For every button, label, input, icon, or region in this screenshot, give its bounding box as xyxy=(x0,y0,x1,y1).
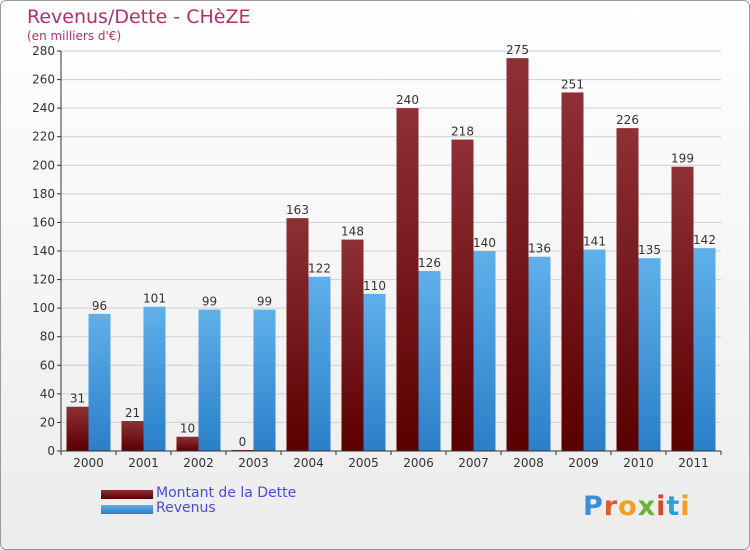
x-tick-label: 2006 xyxy=(403,456,434,470)
data-label-revenue: 101 xyxy=(143,292,166,306)
data-label-debt: 240 xyxy=(396,93,419,107)
y-tick-label: 280 xyxy=(32,44,55,58)
data-label-revenue: 141 xyxy=(583,235,606,249)
data-label-revenue: 135 xyxy=(638,243,661,257)
y-tick-label: 120 xyxy=(32,273,55,287)
bar-revenue xyxy=(528,256,551,451)
bar-revenue xyxy=(473,251,496,451)
data-label-revenue: 142 xyxy=(693,233,716,247)
bar-debt xyxy=(506,58,529,452)
x-tick-label: 2011 xyxy=(678,456,709,470)
data-label-revenue: 110 xyxy=(363,279,386,293)
logo-letter: o xyxy=(618,491,638,522)
y-tick-label: 80 xyxy=(40,330,55,344)
bar-debt xyxy=(616,128,639,451)
data-label-revenue: 99 xyxy=(202,295,217,309)
y-tick-label: 260 xyxy=(32,73,55,87)
x-tick-label: 2008 xyxy=(513,456,544,470)
logo-letter: P xyxy=(583,491,604,522)
data-label-revenue: 99 xyxy=(257,295,272,309)
legend-swatch-debt xyxy=(101,490,153,499)
bar-debt xyxy=(341,239,364,451)
data-label-debt: 251 xyxy=(561,77,584,91)
bar-revenue xyxy=(88,313,111,451)
legend-swatch-revenue xyxy=(101,505,153,514)
x-tick-label: 2004 xyxy=(293,456,324,470)
data-label-revenue: 140 xyxy=(473,236,496,250)
y-tick-label: 40 xyxy=(40,387,55,401)
data-label-debt: 31 xyxy=(70,392,85,406)
y-tick-label: 140 xyxy=(32,244,55,258)
y-tick-label: 200 xyxy=(32,158,55,172)
bar-debt xyxy=(66,406,89,451)
data-label-debt: 10 xyxy=(180,422,195,436)
x-tick-label: 2010 xyxy=(623,456,654,470)
data-label-debt: 148 xyxy=(341,225,364,239)
logo-letter: i xyxy=(680,491,691,522)
chart-subtitle: (en milliers d'€) xyxy=(27,29,122,43)
x-tick-label: 2003 xyxy=(238,456,269,470)
y-tick-label: 60 xyxy=(40,358,55,372)
data-labels: 31 96 21 101 10 99 0 99 163 122 148 110 240 126 218 140… xyxy=(70,43,716,449)
bar-revenue xyxy=(363,293,386,451)
bar-debt xyxy=(396,108,419,452)
data-label-debt: 199 xyxy=(671,152,694,166)
bar-debt xyxy=(176,436,199,451)
bar-revenue xyxy=(308,276,331,451)
legend-label-revenue: Revenus xyxy=(156,500,216,516)
bar-revenue xyxy=(143,306,166,451)
data-label-revenue: 136 xyxy=(528,242,551,256)
x-tick-label: 2009 xyxy=(568,456,599,470)
data-label-revenue: 122 xyxy=(308,262,331,276)
axes: 0204060801001201401601802002202402602802… xyxy=(32,44,722,470)
y-tick-label: 180 xyxy=(32,187,55,201)
bar-debt xyxy=(671,166,694,451)
bar-revenue xyxy=(198,309,221,451)
logo-letter: x xyxy=(637,491,657,522)
chart-title: Revenus/Dette - CHèZE xyxy=(27,6,251,28)
logo-letter: i xyxy=(656,491,667,522)
data-label-debt: 163 xyxy=(286,203,309,217)
bar-revenue xyxy=(638,258,661,451)
bar-revenue xyxy=(253,309,276,451)
data-label-debt: 0 xyxy=(239,435,247,449)
proxiti-logo: Proxiti xyxy=(583,491,691,522)
data-label-revenue: 96 xyxy=(92,299,107,313)
legend-label-debt: Montant de la Dette xyxy=(156,485,297,501)
grid-lines xyxy=(61,50,721,452)
data-label-revenue: 126 xyxy=(418,256,441,270)
y-tick-label: 220 xyxy=(32,130,55,144)
bar-debt xyxy=(451,139,474,452)
bar-revenue xyxy=(418,271,441,451)
bar-debt xyxy=(286,218,309,451)
y-tick-label: 0 xyxy=(47,444,55,458)
x-tick-label: 2000 xyxy=(73,456,104,470)
y-tick-label: 240 xyxy=(32,101,55,115)
bar-revenue xyxy=(693,248,716,451)
bar-revenue xyxy=(583,249,606,451)
y-tick-label: 160 xyxy=(32,215,55,229)
x-tick-label: 2007 xyxy=(458,456,489,470)
x-tick-label: 2002 xyxy=(183,456,214,470)
logo-letter: r xyxy=(603,491,619,522)
bar-debt xyxy=(561,92,584,451)
data-label-debt: 275 xyxy=(506,43,529,57)
bars xyxy=(66,58,716,452)
logo-letter: t xyxy=(666,491,681,522)
y-tick-label: 20 xyxy=(40,415,55,429)
x-tick-label: 2001 xyxy=(128,456,159,470)
data-label-debt: 21 xyxy=(125,406,140,420)
data-label-debt: 218 xyxy=(451,125,474,139)
bar-debt xyxy=(121,421,144,451)
y-tick-label: 100 xyxy=(32,301,55,315)
x-tick-label: 2005 xyxy=(348,456,379,470)
data-label-debt: 226 xyxy=(616,113,639,127)
